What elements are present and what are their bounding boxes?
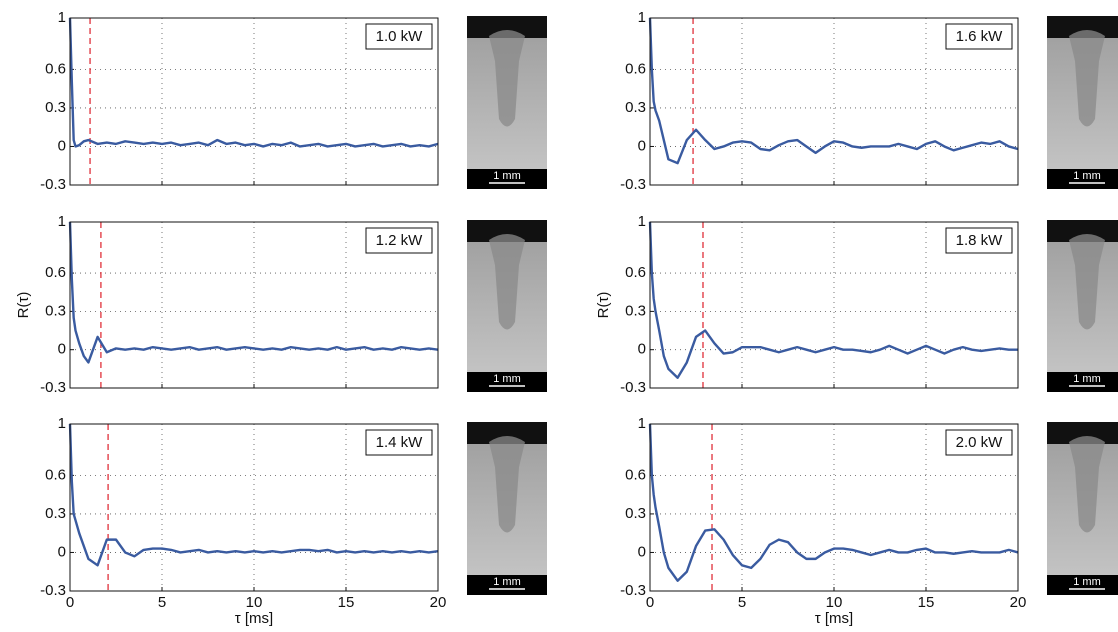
label-box [945, 429, 1013, 456]
y-tick-label: 1 [58, 415, 66, 432]
axes-frame [69, 423, 439, 592]
weld-seam [489, 436, 525, 533]
y-tick-label: 0 [638, 137, 646, 154]
y-tick-label: 0 [58, 341, 66, 358]
x-tick-label: 10 [246, 594, 263, 611]
y-tick-label: 0.3 [45, 99, 66, 116]
scale-bar-bg [1047, 169, 1118, 189]
y-tick-label: 0.6 [625, 60, 646, 77]
scale-label: 1 mm [1073, 170, 1101, 182]
micrograph-top [1047, 16, 1118, 38]
y-tick-label: 0.3 [45, 505, 66, 522]
y-tick-label: -0.3 [40, 176, 66, 193]
y-tick-label: -0.3 [40, 379, 66, 396]
x-tick-label: 15 [918, 594, 935, 611]
scale-bar-bg [467, 372, 547, 392]
y-tick-label: 0.3 [625, 99, 646, 116]
y-tick-label: 0.6 [625, 264, 646, 281]
data-line [68, 17, 439, 148]
scale-bar-bg [1047, 372, 1118, 392]
y-tick-label: 1 [638, 415, 646, 432]
scale-label: 1 mm [493, 373, 521, 385]
data-line [68, 221, 439, 364]
power-label: 2.0 kW [956, 434, 1004, 451]
y-tick-label: -0.3 [620, 176, 646, 193]
y-tick-label: -0.3 [40, 582, 66, 599]
y-axis-label: R(τ) [15, 292, 32, 319]
y-tick-label: 0.6 [45, 264, 66, 281]
micrograph-top [1047, 220, 1118, 242]
label-box [365, 227, 433, 254]
x-axis-label: τ [ms] [235, 610, 273, 627]
axes-frame [69, 17, 439, 186]
y-tick-label: -0.3 [620, 379, 646, 396]
data-line [648, 423, 1019, 582]
x-tick-label: 0 [66, 594, 74, 611]
x-tick-label: 0 [646, 594, 654, 611]
y-axis-label: R(τ) [595, 292, 612, 319]
y-tick-label: 0 [58, 543, 66, 560]
micrograph-top [467, 422, 547, 444]
power-label: 1.6 kW [956, 28, 1004, 45]
data-line [648, 221, 1018, 379]
data-line [68, 423, 439, 567]
x-axis-label: τ [ms] [815, 610, 853, 627]
y-tick-label: 1 [638, 213, 646, 230]
scale-bar-bg [467, 169, 547, 189]
y-tick-label: 0.6 [625, 466, 646, 483]
y-tick-label: 0.3 [625, 505, 646, 522]
axes-frame [69, 221, 439, 389]
axes-frame [649, 221, 1019, 389]
data-line [648, 17, 1019, 165]
axes-frame [649, 17, 1019, 186]
label-box [945, 23, 1013, 50]
weld-seam [489, 234, 525, 330]
label-box [945, 227, 1013, 254]
micrograph-top [467, 220, 547, 242]
y-tick-label: 0 [638, 543, 646, 560]
scale-label: 1 mm [1073, 576, 1101, 588]
y-tick-label: 0.3 [45, 302, 66, 319]
scale-label: 1 mm [493, 170, 521, 182]
micrograph-top [467, 16, 547, 38]
x-tick-label: 20 [1010, 594, 1027, 611]
weld-seam [1069, 30, 1105, 127]
x-tick-label: 5 [158, 594, 166, 611]
axes-frame [649, 423, 1019, 592]
scale-label: 1 mm [493, 576, 521, 588]
power-label: 1.2 kW [376, 232, 424, 249]
y-tick-label: 0 [58, 137, 66, 154]
x-tick-label: 5 [738, 594, 746, 611]
weld-seam [489, 30, 525, 127]
power-label: 1.4 kW [376, 434, 424, 451]
micrograph-top [1047, 422, 1118, 444]
x-tick-label: 10 [826, 594, 843, 611]
label-box [365, 429, 433, 456]
x-tick-label: 20 [430, 594, 447, 611]
weld-seam [1069, 234, 1105, 330]
power-label: 1.0 kW [376, 28, 424, 45]
weld-seam [1069, 436, 1105, 533]
y-tick-label: 1 [58, 9, 66, 26]
y-tick-label: 0.6 [45, 466, 66, 483]
y-tick-label: 0 [638, 341, 646, 358]
y-tick-label: -0.3 [620, 582, 646, 599]
y-tick-label: 1 [638, 9, 646, 26]
scale-bar-bg [467, 575, 547, 595]
x-tick-label: 15 [338, 594, 355, 611]
y-tick-label: 0.3 [625, 302, 646, 319]
power-label: 1.8 kW [956, 232, 1004, 249]
scale-label: 1 mm [1073, 373, 1101, 385]
scale-bar-bg [1047, 575, 1118, 595]
y-tick-label: 1 [58, 213, 66, 230]
y-tick-label: 0.6 [45, 60, 66, 77]
label-box [365, 23, 433, 50]
